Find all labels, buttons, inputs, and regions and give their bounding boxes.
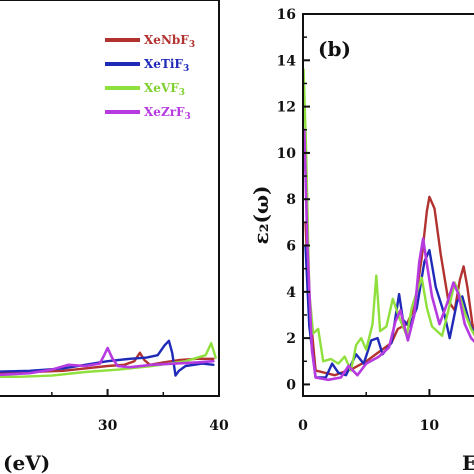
panel-a-series-xezrf3 (0, 346, 215, 377)
legend-entry-xezrf3: XeZrF3 (105, 105, 191, 122)
panel-b-x-tick-label-10: 10 (420, 418, 440, 434)
panel-b-x-axis-label: E (462, 451, 474, 474)
panel-a-x-tick-label-40: 40 (209, 418, 229, 434)
legend-entry-xevf3: XeVF3 (105, 81, 185, 98)
panel-a-x-ticks: 30 40 (51, 389, 229, 434)
panel-b-y-tick-label-12: 12 (277, 100, 296, 116)
panel-b-y-tick-label-4: 4 (286, 285, 296, 301)
legend-label-xezrf3: XeZrF3 (144, 105, 191, 122)
panel-b-y-tick-label-6: 6 (286, 239, 296, 255)
legend: XeNbF3 XeTiF3 XeVF3 XeZrF3 (105, 33, 195, 122)
panel-b-y-tick-label-14: 14 (277, 53, 297, 69)
legend-label-xenbf3: XeNbF3 (144, 33, 195, 50)
panel-b-label: (b) (318, 37, 351, 61)
legend-label-xetif3: XeTiF3 (144, 57, 189, 74)
panel-b-frame (302, 13, 474, 397)
panel-a-frame (0, 0, 220, 397)
panel-a-x-axis-label: (eV) (3, 451, 50, 474)
legend-entry-xenbf3: XeNbF3 (105, 33, 195, 50)
panel-b-y-ticks: 0 2 4 6 8 10 12 14 16 (277, 7, 310, 393)
panel-b-y-tick-label-10: 10 (277, 146, 297, 162)
panel-b-y-tick-label-2: 2 (286, 331, 296, 347)
panel-a: 30 40 (eV) XeNbF3 XeTiF3 XeVF3 XeZrF3 (0, 0, 229, 474)
panel-b-y-tick-label-16: 16 (277, 7, 296, 23)
legend-entry-xetif3: XeTiF3 (105, 57, 189, 74)
panel-b-series-lines (302, 68, 474, 382)
panel-a-series-lines (0, 339, 217, 378)
panel-a-series-xetif3 (0, 339, 215, 377)
panel-b-x-ticks: 0 10 (298, 389, 439, 434)
panel-b-y-tick-label-0: 0 (286, 377, 296, 393)
panel-b-x-tick-label-0: 0 (298, 418, 308, 434)
panel-a-x-tick-label-30: 30 (98, 418, 118, 434)
panel-b-y-axis-label: ε₂(ω) (249, 186, 273, 245)
panel-b-y-tick-label-8: 8 (286, 192, 296, 208)
panel-b: 0 2 4 6 8 10 12 14 16 0 10 (b) ε₂(ω) E (249, 7, 474, 474)
panel-b-series-xevf3 (302, 68, 474, 372)
panel-b-series-xetif3 (304, 244, 474, 379)
panel-b-series-xezrf3 (303, 128, 474, 382)
legend-label-xevf3: XeVF3 (144, 81, 185, 98)
panel-a-series-xenbf3 (0, 351, 215, 374)
